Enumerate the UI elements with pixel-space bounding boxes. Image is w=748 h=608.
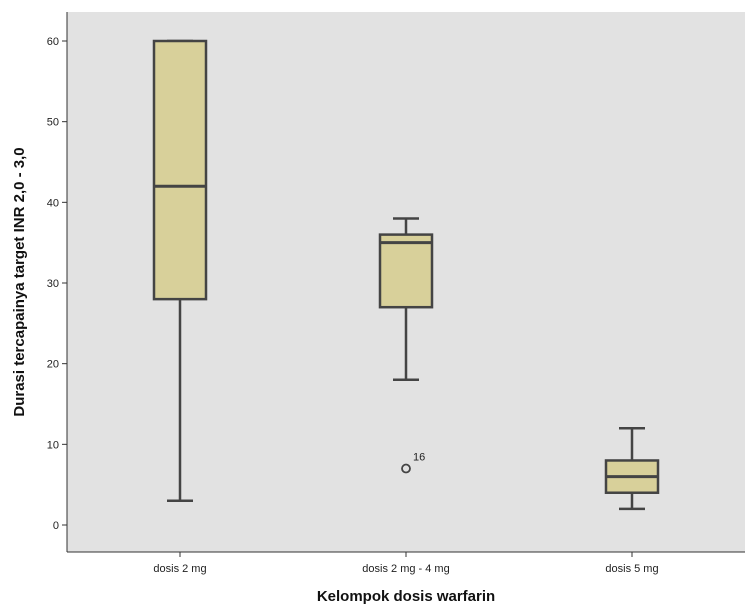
y-tick-label: 40 (47, 197, 59, 209)
box-3 (604, 426, 660, 511)
y-axis-title: Durasi tercapainya target INR 2,0 - 3,0 (11, 147, 28, 416)
x-axis-ticks: dosis 2 mg dosis 2 mg - 4 mg dosis 5 mg (153, 552, 659, 575)
y-tick-label: 20 (47, 359, 59, 371)
outlier-label: 16 (413, 452, 425, 464)
x-axis-title: Kelompok dosis warfarin (317, 588, 495, 605)
y-tick-label: 0 (53, 520, 59, 532)
y-tick-label: 10 (47, 439, 59, 451)
outlier-point (401, 463, 411, 474)
boxes-group: 16 (152, 39, 660, 511)
y-axis-ticks: 0 10 20 30 40 50 60 (47, 36, 67, 532)
y-tick-label: 60 (47, 36, 59, 48)
y-tick-label: 30 (47, 278, 59, 290)
x-tick-label: dosis 5 mg (605, 563, 658, 575)
box-1 (152, 39, 208, 503)
x-tick-label: dosis 2 mg (153, 563, 206, 575)
iqr-box (378, 233, 434, 309)
iqr-box (152, 39, 208, 301)
box-2: 16 (378, 217, 434, 474)
x-tick-label: dosis 2 mg - 4 mg (362, 563, 449, 575)
y-tick-label: 50 (47, 117, 59, 129)
